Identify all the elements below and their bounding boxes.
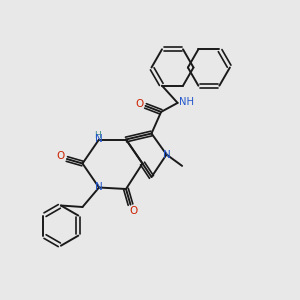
Text: N: N [95,182,103,193]
Text: N: N [163,149,171,160]
Text: O: O [56,151,64,161]
Text: N: N [95,134,103,145]
Text: O: O [135,99,144,110]
Text: H: H [94,130,101,140]
Text: O: O [129,206,138,216]
Text: NH: NH [178,97,194,107]
